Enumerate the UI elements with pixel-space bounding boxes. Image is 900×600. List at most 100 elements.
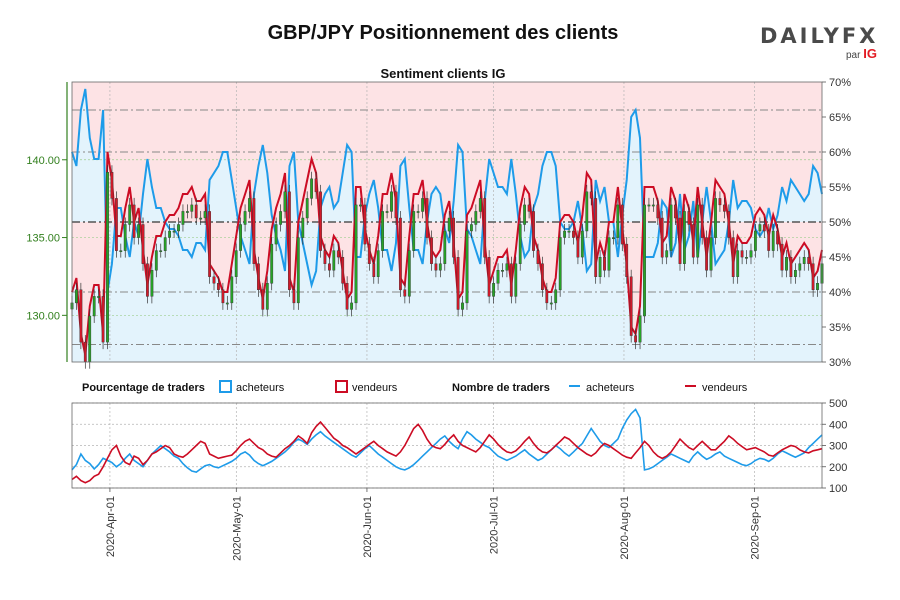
candle-75	[403, 289, 407, 297]
pct-tick-label-8: 70%	[829, 77, 851, 89]
candle-2	[79, 289, 83, 343]
candle-54	[310, 178, 313, 199]
candle-13	[128, 204, 132, 225]
price-tick-label-0: 130.00	[26, 310, 60, 322]
legend-pct-buyers-swatch	[219, 380, 232, 393]
candle-144	[709, 237, 713, 271]
candle-28	[194, 204, 198, 219]
candle-77	[412, 211, 416, 251]
candle-56	[319, 191, 322, 251]
candle-8	[106, 171, 109, 343]
candle-58	[328, 263, 331, 271]
candle-53	[305, 198, 309, 219]
candle-118	[594, 198, 598, 277]
candle-152	[745, 257, 748, 259]
candle-142	[700, 204, 704, 238]
candle-71	[385, 211, 389, 213]
candle-109	[554, 289, 558, 304]
candle-141	[696, 204, 700, 258]
logo-ig: IG	[863, 46, 877, 61]
candle-35	[225, 302, 229, 305]
candle-154	[754, 230, 757, 251]
candle-104	[532, 211, 535, 251]
candle-99	[509, 263, 513, 297]
candle-166	[807, 257, 811, 264]
candle-76	[407, 250, 411, 297]
candle-148	[727, 211, 731, 238]
candle-62	[345, 283, 349, 310]
legend-count-heading: Nombre de traders	[452, 382, 550, 394]
candle-69	[376, 250, 380, 277]
x-tick-label-5: 2020-Sep-01	[750, 496, 762, 560]
candle-111	[563, 230, 567, 238]
candle-158	[771, 230, 775, 251]
candle-159	[776, 230, 780, 245]
candle-48	[283, 191, 287, 212]
candle-34	[221, 289, 225, 304]
count-tick-label-4: 500	[829, 398, 847, 410]
candle-21	[163, 237, 167, 251]
candle-128	[638, 315, 642, 343]
candle-67	[367, 243, 371, 264]
logo-byline: par IG	[846, 46, 877, 61]
price-tick-label-1: 135.00	[26, 233, 60, 245]
legend: Pourcentage de traders acheteurs vendeur…	[82, 380, 748, 394]
pct-tick-label-7: 65%	[829, 112, 851, 124]
candle-107	[545, 289, 549, 304]
candle-51	[296, 237, 300, 304]
candle-103	[527, 204, 531, 212]
candle-136	[674, 204, 677, 219]
legend-pct-buyers: acheteurs	[236, 382, 285, 394]
candle-138	[683, 211, 686, 264]
candle-124	[620, 204, 624, 245]
candle-25	[181, 211, 185, 225]
candle-18	[150, 270, 154, 297]
sentiment-subtitle: Sentiment clients IG	[381, 66, 506, 81]
candle-156	[762, 224, 766, 232]
legend-count-buyers: acheteurs	[586, 382, 635, 394]
candle-74	[399, 217, 402, 291]
candle-113	[572, 230, 575, 238]
candle-60	[336, 250, 340, 258]
date-axis: 2020-Apr-01 2020-May-01 2020-Jun-01 2020-Ju…	[105, 488, 762, 561]
candle-162	[789, 257, 793, 278]
candle-9	[110, 171, 114, 199]
count-plot: 100 200 300 400 500	[71, 398, 847, 495]
candle-105	[536, 250, 540, 264]
candle-91	[474, 211, 478, 225]
candle-134	[665, 250, 669, 258]
candle-147	[723, 204, 726, 212]
x-tick-label-2: 2020-Jun-01	[362, 496, 374, 558]
candle-46	[274, 224, 278, 245]
candle-133	[660, 217, 664, 258]
candle-41	[252, 198, 256, 264]
candle-43	[261, 289, 265, 310]
legend-pct-sellers: vendeurs	[352, 382, 398, 394]
candle-139	[687, 211, 691, 225]
pct-tick-label-2: 40%	[829, 287, 851, 299]
candle-165	[802, 257, 806, 264]
candle-96	[496, 270, 500, 284]
candle-65	[359, 204, 362, 207]
candle-95	[492, 283, 495, 297]
candle-97	[501, 270, 504, 272]
candle-122	[612, 237, 615, 240]
candle-59	[332, 250, 336, 271]
candle-49	[288, 191, 291, 291]
candle-22	[168, 230, 171, 238]
candle-164	[798, 263, 802, 271]
candle-110	[558, 237, 562, 291]
candle-146	[718, 198, 722, 206]
candle-125	[625, 243, 629, 278]
pct-tick-label-0: 30%	[829, 357, 851, 369]
candle-80	[425, 198, 429, 238]
candle-42	[257, 263, 260, 291]
candle-167	[811, 263, 815, 291]
candle-127	[634, 335, 638, 343]
buyers-area	[72, 89, 822, 222]
count-axis: 100 200 300 400 500	[822, 398, 847, 495]
candle-112	[567, 230, 571, 233]
candle-4	[88, 315, 92, 362]
candle-101	[518, 224, 522, 264]
candle-27	[190, 204, 194, 212]
